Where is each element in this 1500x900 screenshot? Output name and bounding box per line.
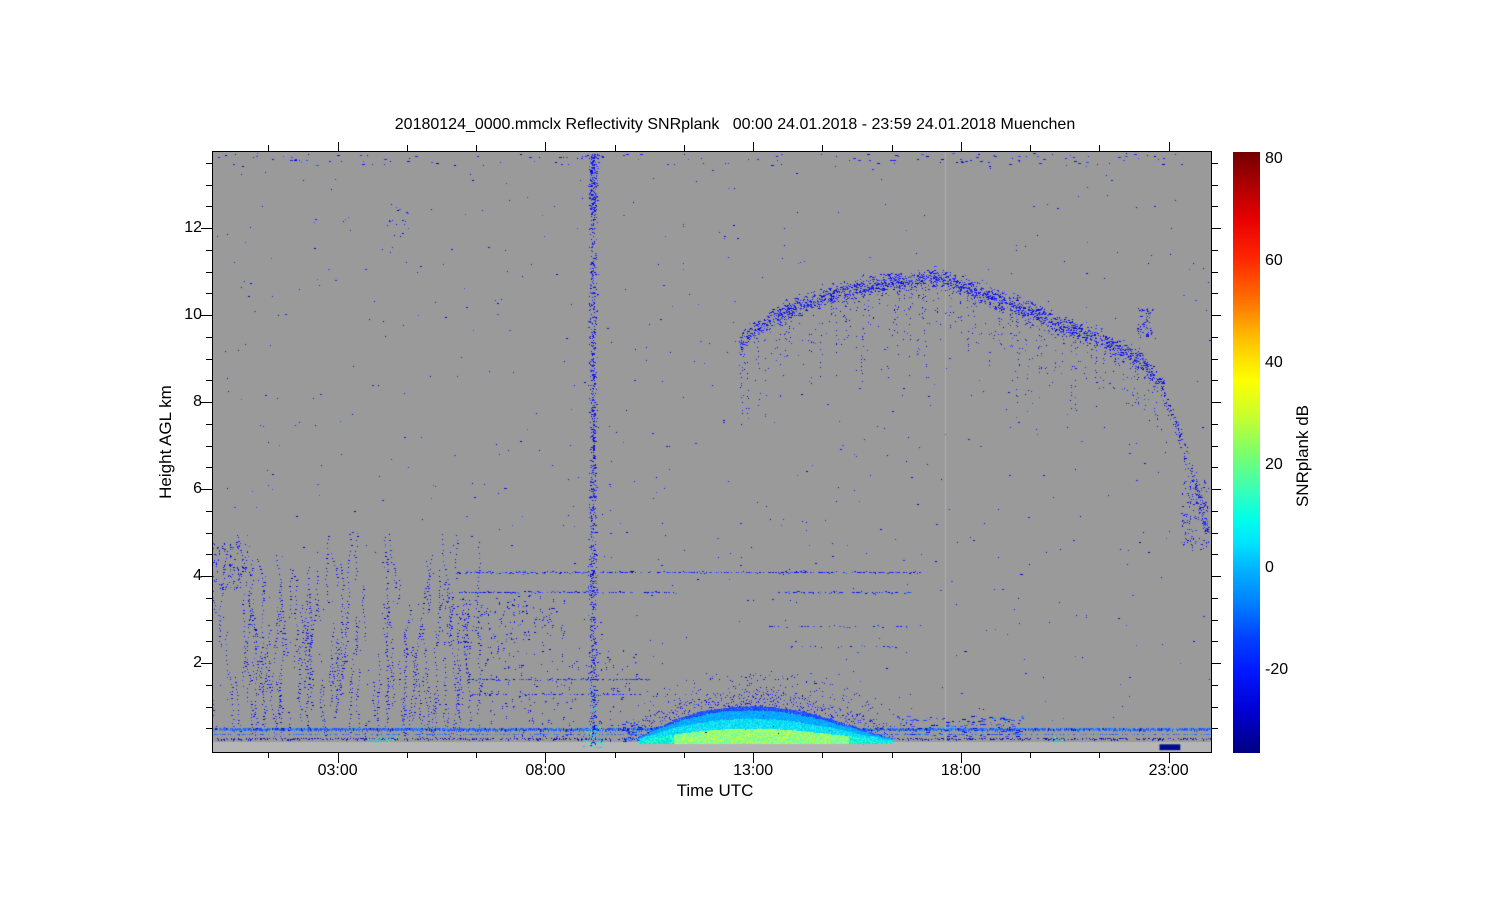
x-tick-mark-top [338,142,339,151]
y-tick-mark-right [1212,315,1221,316]
y-tick-mark [201,402,212,403]
y-tick-mark-right [1212,685,1218,686]
y-tick-mark-right [1212,489,1221,490]
x-tick-mark-top [753,142,754,151]
x-tick-mark-top [961,142,962,151]
y-tick-mark-right [1212,576,1221,577]
y-tick-mark [201,315,212,316]
y-tick-mark-right [1212,446,1218,447]
x-tick-mark-top [1169,142,1170,151]
colorbar-tick-label: 40 [1265,354,1283,372]
y-tick-mark [201,576,212,577]
y-tick-mark-right [1212,467,1218,468]
x-tick-mark [753,752,754,763]
y-tick-mark-right [1212,185,1218,186]
x-tick-label: 23:00 [1148,762,1189,779]
y-tick-mark-right [1212,554,1218,555]
colorbar-tick-label: -20 [1265,660,1289,678]
y-tick-mark-right [1212,272,1218,273]
y-tick-mark-right [1212,641,1218,642]
x-tick-mark [961,752,962,763]
colorbar-tick-label: 80 [1265,149,1283,167]
y-axis-label: Height AGL km [156,385,175,499]
y-tick-mark-right [1212,424,1218,425]
y-tick-label: 12 [184,219,202,236]
y-tick-label: 4 [193,567,202,584]
colorbar-gradient [1233,152,1260,753]
y-tick-label: 2 [193,654,202,671]
page-title: 20180124_0000.mmclx Reflectivity SNRplan… [394,116,1076,133]
y-tick-mark-right [1212,380,1218,381]
y-tick-mark-right [1212,250,1218,251]
y-tick-mark-right [1212,359,1218,360]
y-tick-mark-right [1212,620,1218,621]
x-tick-mark [545,752,546,763]
colorbar-tick-label: 20 [1265,456,1283,474]
x-tick-mark [338,752,339,763]
y-tick-mark [201,489,212,490]
x-tick-label: 08:00 [525,762,566,779]
x-axis-label: Time UTC [676,781,754,800]
y-tick-mark-right [1212,402,1221,403]
plot-area [212,151,1212,753]
colorbar-tick-label: 0 [1265,558,1274,576]
x-tick-mark-top [545,142,546,151]
y-tick-mark-right [1212,163,1218,164]
y-tick-mark-right [1212,206,1218,207]
x-tick-label: 18:00 [940,762,981,779]
x-tick-label: 13:00 [733,762,774,779]
y-tick-mark-right [1212,707,1218,708]
colorbar-label: SNRplank dB [1293,404,1312,508]
colorbar-tick-label: 60 [1265,251,1283,269]
y-tick-mark [201,228,212,229]
y-tick-label: 10 [184,306,202,323]
y-tick-mark-right [1212,728,1218,729]
y-tick-mark-right [1212,663,1221,664]
y-tick-mark-right [1212,598,1218,599]
y-tick-mark-right [1212,511,1218,512]
y-tick-mark-right [1212,533,1218,534]
y-tick-mark-right [1212,293,1218,294]
y-tick-mark-right [1212,228,1221,229]
plot-canvas [213,152,1211,752]
x-tick-mark [1169,752,1170,763]
y-tick-mark [201,663,212,664]
y-tick-mark-right [1212,337,1218,338]
x-tick-label: 03:00 [317,762,358,779]
